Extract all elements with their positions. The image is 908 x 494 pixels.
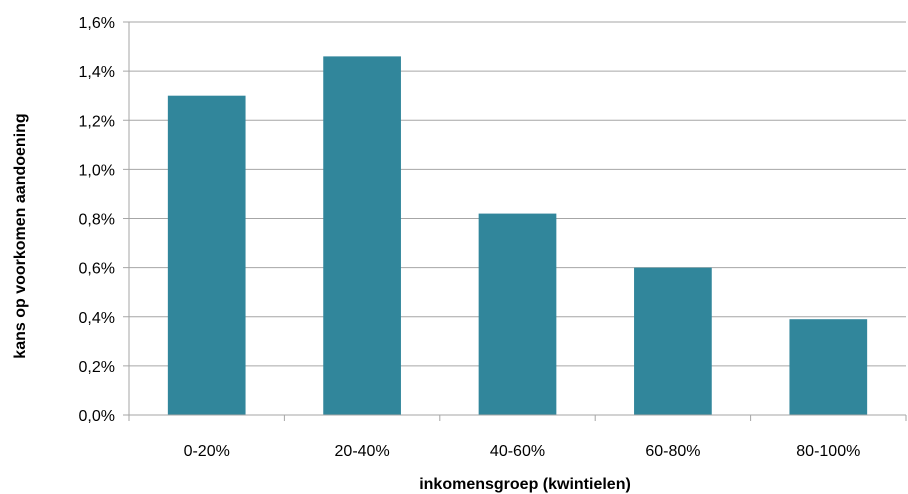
y-tick-label: 1,6% (79, 15, 115, 32)
y-tick-label: 1,4% (79, 64, 115, 81)
x-tick-label: 60-80% (645, 443, 700, 460)
y-tick-label: 0,0% (79, 408, 115, 425)
y-tick-labels: 0,0% 0,2% 0,4% 0,6% 0,8% 1,0% 1,2% 1,4% 1,6% (79, 15, 115, 425)
x-axis-title: inkomensgroep (kwintielen) (419, 476, 631, 493)
y-tick-label: 0,2% (79, 359, 115, 376)
x-tick-labels: 0-20% 20-40% 40-60% 60-80% 80-100% (184, 443, 861, 460)
bar-40-60% (478, 213, 557, 415)
y-tick-label: 1,2% (79, 113, 115, 130)
x-tick-label: 80-100% (796, 443, 860, 460)
y-tick-label: 0,4% (79, 310, 115, 327)
bar-20-40% (323, 56, 401, 415)
y-tick-label: 1,0% (79, 162, 115, 179)
y-tick-label: 0,6% (79, 261, 115, 278)
x-tick-label: 40-60% (490, 443, 545, 460)
x-tick-label: 20-40% (335, 443, 390, 460)
bar-80-100% (789, 319, 868, 415)
bar-60-80% (634, 267, 712, 415)
y-axis-title: kans op voorkomen aandoening (12, 113, 29, 358)
axes (123, 21, 907, 421)
x-tick-label: 0-20% (184, 443, 230, 460)
bars (167, 56, 868, 415)
bar-0-20% (167, 95, 246, 415)
y-tick-label: 0,8% (79, 212, 115, 229)
